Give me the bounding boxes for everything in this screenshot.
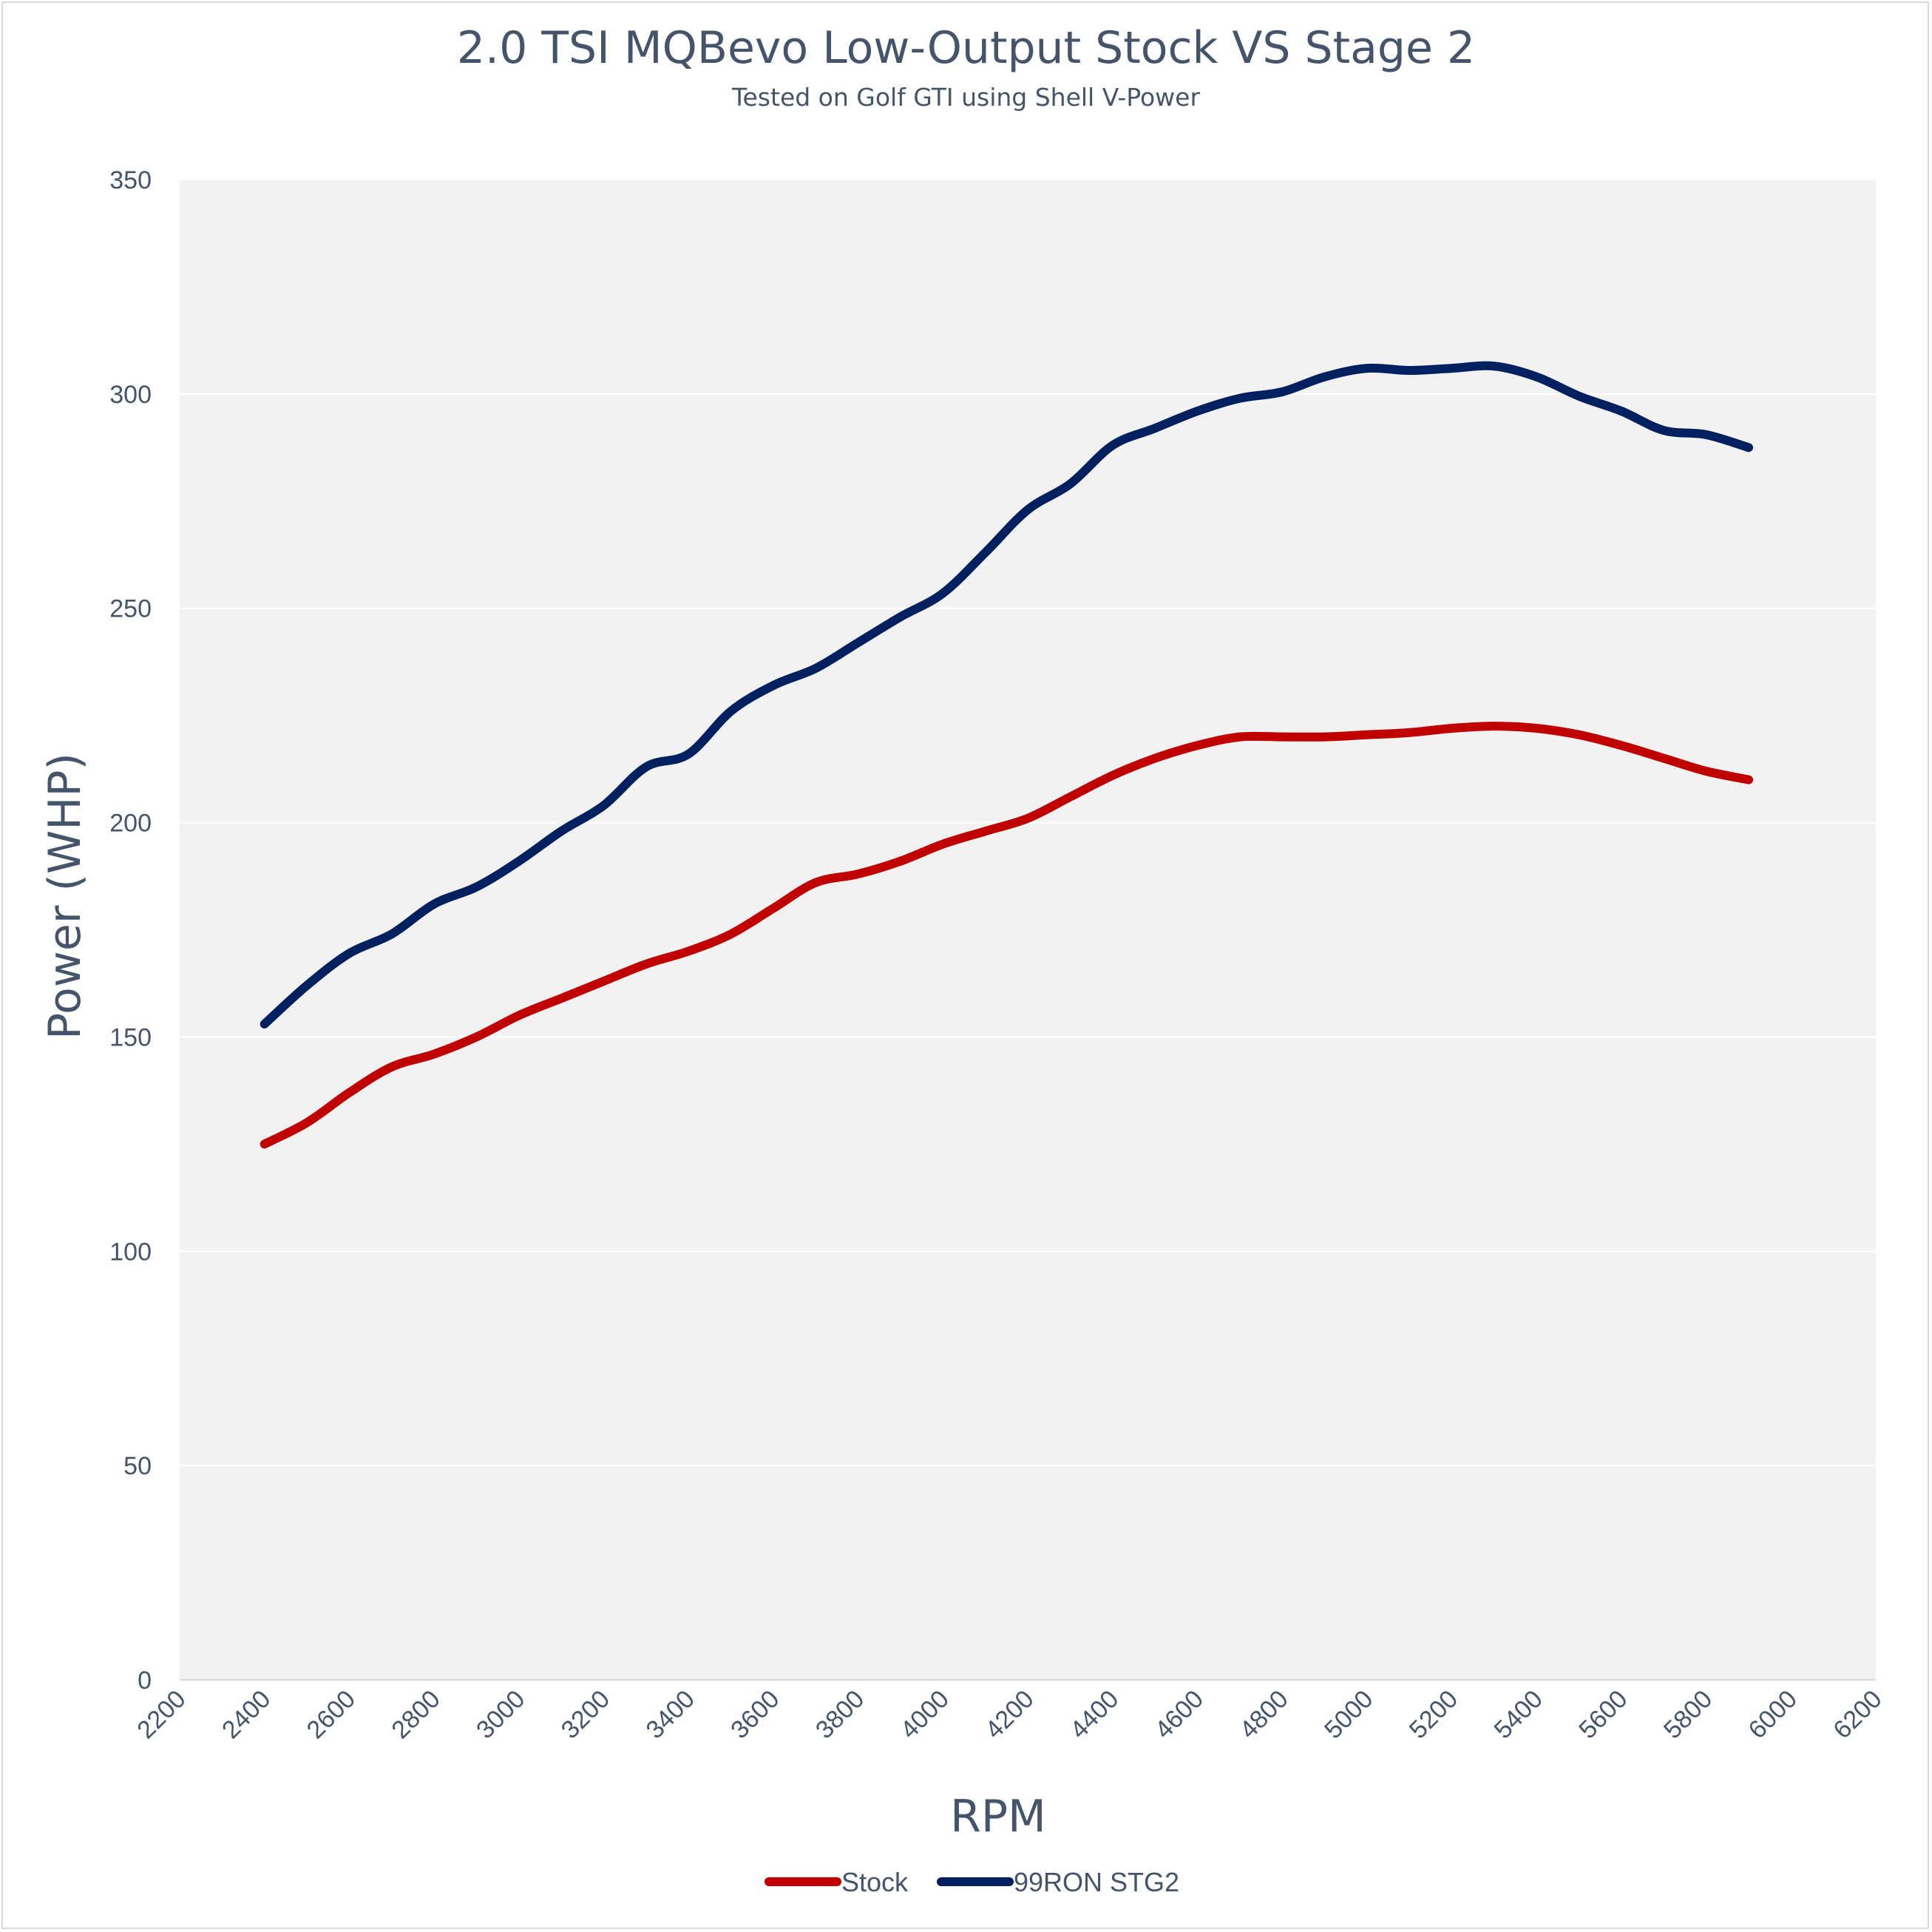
y-axis-ticks: 0 50 100 150 200 250 300 350 [109,166,152,1695]
y-tick-label: 0 [138,1667,152,1695]
legend-label: 99RON STG2 [1014,1867,1179,1897]
legend: Stock 99RON STG2 [765,1867,1179,1897]
x-tick-label: 3600 [725,1685,784,1744]
y-tick-label: 50 [123,1452,152,1480]
x-tick-label: 5400 [1489,1685,1548,1744]
y-tick-label: 300 [109,381,152,409]
x-tick-label: 3800 [810,1685,870,1744]
plot-area [180,180,1876,1680]
x-axis-title: RPM [950,1791,1046,1843]
x-tick-label: 3400 [641,1685,700,1744]
y-tick-label: 150 [109,1023,152,1051]
x-tick-label: 6200 [1828,1685,1887,1744]
x-tick-label: 5800 [1658,1685,1718,1744]
series-line-1 [260,361,1753,1029]
x-tick-label: 4800 [1234,1685,1293,1744]
y-tick-label: 350 [109,166,152,194]
x-tick-label: 4600 [1150,1685,1209,1744]
x-axis-ticks: 2200 2400 2600 2800 3000 3200 3400 3600 3800 4000… [132,1685,1887,1744]
y-axis-title: Power (WHP) [39,753,91,1040]
series-lines [260,361,1753,1149]
series-line-0 [260,722,1753,1149]
x-tick-label: 3200 [556,1685,615,1744]
x-tick-label: 5600 [1573,1685,1633,1744]
legend-label: Stock [841,1867,909,1897]
chart-subtitle: Tested on Golf GTI using Shell V-Power [731,83,1201,112]
x-tick-label: 4000 [895,1685,955,1744]
chart-title: 2.0 TSI MQBevo Low-Output Stock VS Stage… [456,22,1476,74]
x-tick-label: 4400 [1065,1685,1124,1744]
y-tick-label: 100 [109,1238,152,1266]
x-tick-label: 5200 [1404,1685,1463,1744]
x-tick-label: 6000 [1743,1685,1803,1744]
x-tick-label: 4200 [980,1685,1039,1744]
y-tick-label: 250 [109,595,152,623]
x-tick-label: 2400 [217,1685,276,1744]
x-tick-label: 5000 [1319,1685,1378,1744]
y-tick-label: 200 [109,810,152,838]
x-tick-label: 3000 [471,1685,530,1744]
x-tick-label: 2600 [302,1685,361,1744]
x-tick-label: 2800 [386,1685,445,1744]
